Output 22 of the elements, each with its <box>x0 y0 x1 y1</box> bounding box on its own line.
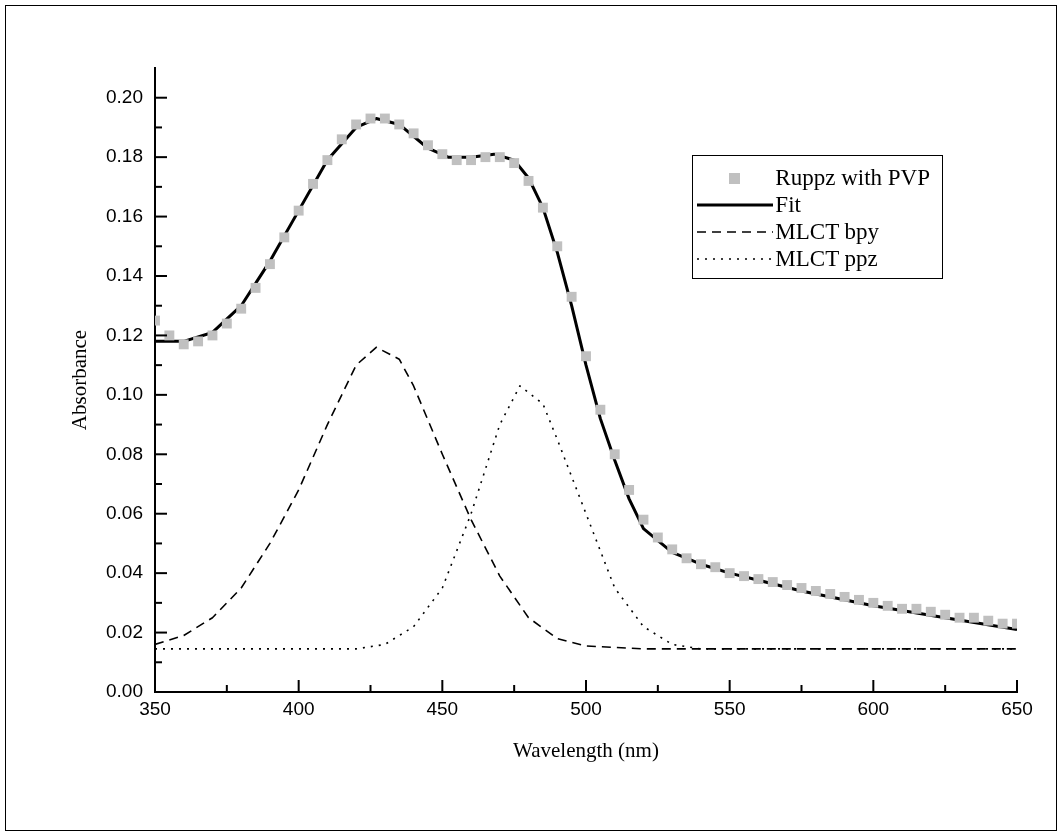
legend-label: Ruppz with PVP <box>775 164 930 191</box>
y-axis-title: Absorbance <box>67 329 92 431</box>
x-tick-label: 450 <box>426 697 459 719</box>
x-tick-label: 650 <box>1001 697 1033 719</box>
legend-label: Fit <box>775 191 801 218</box>
y-tick-label: 0.20 <box>106 85 143 107</box>
x-tick-label: 600 <box>857 697 890 719</box>
y-tick-label: 0.02 <box>106 620 143 642</box>
y-tick-label: 0.06 <box>106 501 143 523</box>
y-tick-label: 0.10 <box>106 383 143 405</box>
legend-label: MLCT ppz <box>775 245 878 272</box>
x-tick-label: 500 <box>570 697 602 719</box>
y-tick-label: 0.16 <box>106 204 143 226</box>
x-tick-label: 550 <box>713 697 746 719</box>
y-tick-label: 0.18 <box>106 145 143 167</box>
legend-label: MLCT bpy <box>775 218 880 245</box>
y-tick-label: 0.12 <box>106 323 143 345</box>
y-tick-label: 0.14 <box>106 264 144 286</box>
y-tick-label: 0.08 <box>106 442 143 464</box>
x-axis-title: Wavelength (nm) <box>513 737 659 762</box>
x-tick-label: 400 <box>282 697 315 719</box>
y-tick-label: 0.04 <box>106 561 144 583</box>
